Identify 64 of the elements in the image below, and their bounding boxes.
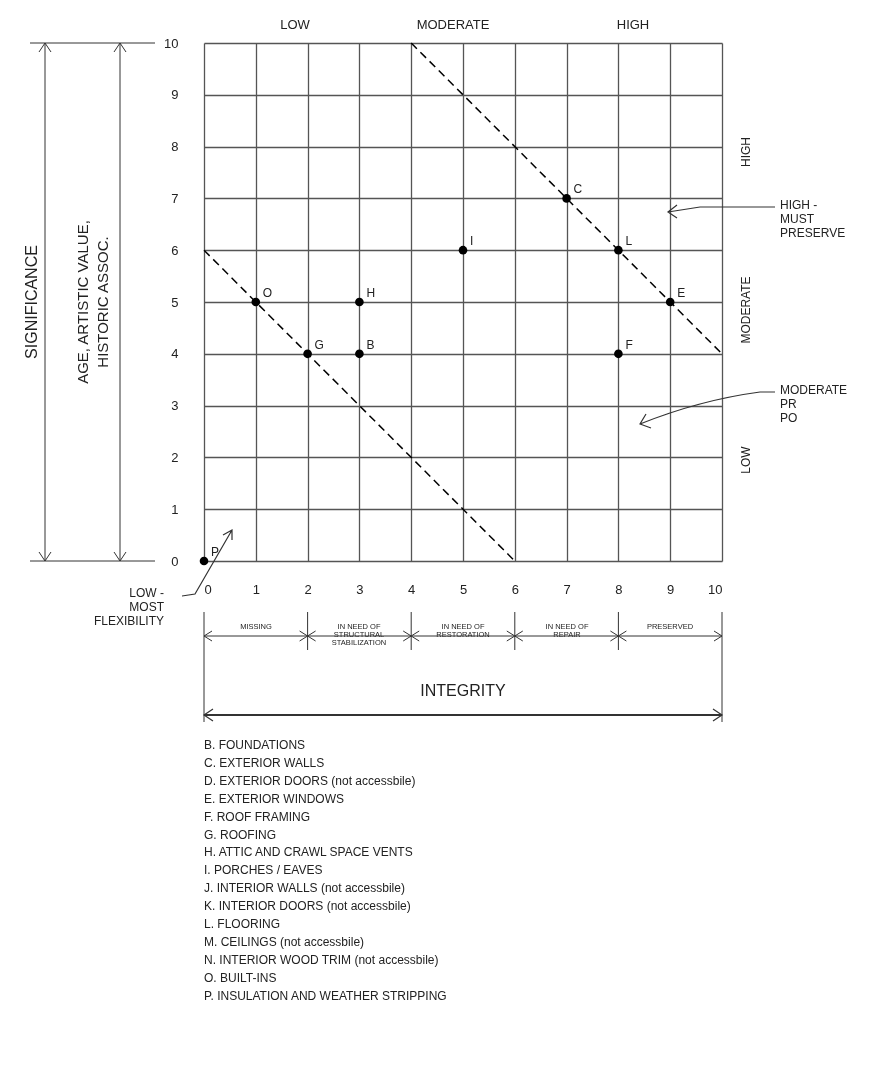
y-tick-label: 10 [164, 35, 179, 51]
y-tick-label: 7 [171, 190, 179, 206]
x-tick-label: 5 [459, 581, 468, 597]
text: O. BUILT-INS [204, 970, 277, 985]
text: MODERATE PR PO [780, 383, 848, 425]
y-tick-label: 9 [171, 87, 179, 103]
text: K. INTERIOR DOORS (not accessbile) [204, 899, 411, 914]
text: D. EXTERIOR DOORS (not accessbile) [204, 773, 416, 788]
data-label: G [314, 337, 324, 352]
text: I. PORCHES / EAVES [204, 863, 323, 878]
text: HIGH - MUST PRESERVE [780, 198, 846, 240]
text: INTEGRITY [420, 682, 506, 699]
point [614, 349, 623, 359]
text: MODERATE [416, 17, 490, 32]
text: HIGH [616, 17, 650, 32]
text: H. ATTIC AND CRAWL SPACE VENTS [204, 845, 413, 860]
text: C. EXTERIOR WALLS [204, 755, 325, 770]
y-tick-label: 0 [171, 553, 179, 569]
x-tick-label: 0 [204, 581, 212, 597]
text: AGE, ARTISTIC VALUE, HISTORIC ASSOC. [74, 220, 111, 384]
point [562, 194, 571, 203]
x-tick-label: 1 [252, 581, 260, 597]
y-tick-label: 2 [171, 449, 179, 465]
y-tick-label: 5 [171, 294, 179, 310]
y-tick-label: 8 [171, 139, 179, 155]
text: LOW [739, 445, 753, 474]
point [355, 297, 364, 307]
y-tick-label: 3 [171, 398, 179, 414]
x-tick-label: 3 [356, 581, 364, 597]
point [355, 349, 364, 359]
y-tick-label: 4 [171, 346, 179, 362]
data-label: B [366, 337, 375, 352]
data-label: P [211, 545, 220, 559]
x-tick-label: 9 [667, 581, 675, 597]
y-tick-label: 1 [171, 501, 179, 517]
text: L. FLOORING [204, 917, 281, 931]
text: SIGNIFICANCE [23, 245, 40, 359]
x-tick-label: 2 [304, 581, 312, 597]
text: F. ROOF FRAMING [204, 809, 310, 824]
data-label: O [262, 286, 273, 300]
text: MODERATE [739, 276, 753, 344]
x-tick-label: 7 [563, 581, 571, 597]
x-tick-label: 4 [408, 581, 416, 597]
x-tick-label: 10 [708, 581, 723, 597]
text: J. INTERIOR WALLS (not accessbile) [204, 881, 405, 896]
text: P. INSULATION AND WEATHER STRIPPING [204, 988, 447, 1003]
text: B. FOUNDATIONS [204, 738, 306, 752]
data-label: F [625, 337, 633, 352]
y-tick-label: 6 [171, 242, 179, 258]
text: G. ROOFING [204, 827, 276, 842]
text: E. EXTERIOR WINDOWS [204, 791, 345, 806]
data-label: H [366, 286, 376, 300]
text: HIGH [739, 137, 753, 167]
text: LOW - MOST FLEXIBILITY [93, 586, 165, 628]
data-label: L [625, 234, 633, 249]
text: M. CEILINGS (not accessbile) [204, 934, 365, 949]
text: LOW [280, 17, 311, 32]
x-tick-label: 6 [511, 581, 519, 597]
data-label: E [677, 286, 686, 300]
point [458, 245, 468, 255]
text: N. INTERIOR WOOD TRIM (not accessbile) [204, 952, 439, 967]
x-tick-label: 8 [615, 581, 623, 597]
data-label: I [470, 234, 474, 249]
data-label: C [573, 182, 583, 197]
